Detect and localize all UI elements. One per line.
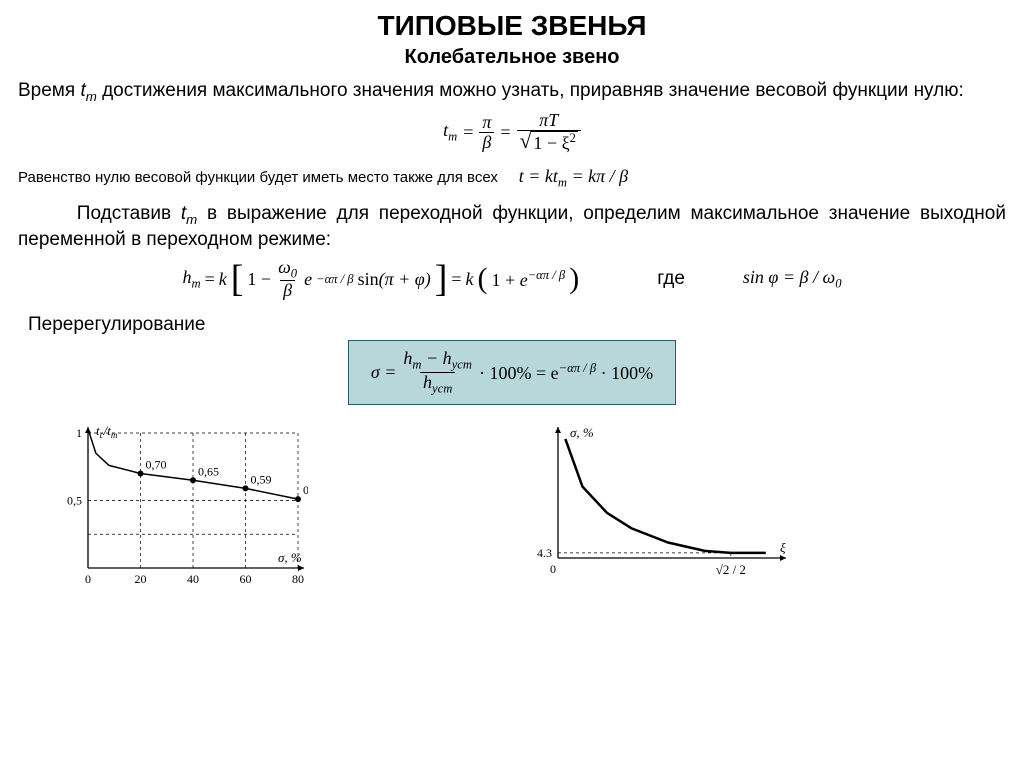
hm-k1: k	[219, 269, 227, 290]
hm-k2: k	[466, 269, 474, 290]
chart-1-wrap: 0,700,650,590,510204060800,51tc/tmσ, %	[38, 423, 308, 598]
eq1-eq2: =	[500, 122, 510, 143]
overshoot-label: Перерегулирование	[18, 314, 1006, 336]
svg-text:20: 20	[135, 572, 147, 586]
e1-exp: −απ / β	[316, 272, 354, 287]
svg-text:tc/tm: tc/tm	[96, 423, 118, 440]
para1-post: достижения максимального значения можно …	[97, 80, 964, 101]
svg-text:0,5: 0,5	[67, 494, 82, 508]
eq1-rad: 1 − ξ	[533, 133, 569, 153]
eq1-num2: πT	[536, 111, 561, 130]
chart-1: 0,700,650,590,510204060800,51tc/tmσ, %	[38, 423, 308, 593]
svg-text:40: 40	[187, 572, 199, 586]
sinphi: sin φ = β / ω	[743, 267, 835, 287]
eq2-a: t = kt	[519, 166, 558, 186]
tm-sub: m	[86, 89, 97, 104]
sigma-exp: −απ / β	[559, 361, 597, 375]
eq1-den1: β	[479, 132, 494, 152]
svg-text:1: 1	[76, 426, 82, 440]
equation-hm: hm = k [ 1 − ω0 β e−απ / β sin(π + φ) ] …	[18, 258, 1006, 301]
sigma-num-b-sub: уст	[452, 358, 472, 372]
chart-2-wrap: 4.3 √2 / 2 0 σ, % ξ	[518, 423, 798, 598]
svg-text:σ, %: σ, %	[278, 550, 302, 565]
overshoot-formula-box: σ = hm − hуст hуст · 100% = e−απ / β · 1…	[348, 340, 676, 405]
svg-text:σ, %: σ, %	[570, 425, 594, 440]
para3-pre: Подставив	[77, 203, 181, 224]
eq2-tail: = kπ / β	[567, 166, 628, 186]
sqrt-radical-icon: √	[520, 131, 532, 153]
sigma-pct: · 100% = e	[479, 363, 559, 383]
para1-pre: Время	[18, 80, 80, 101]
svg-text:0,51: 0,51	[303, 483, 308, 497]
sigma-tail: · 100%	[596, 363, 653, 383]
chart-2: 4.3 √2 / 2 0 σ, % ξ	[518, 423, 798, 583]
eq1-num1: π	[479, 113, 494, 132]
paragraph-2: Равенство нулю весовой функции будет име…	[18, 165, 1006, 191]
sin: sin	[358, 269, 379, 289]
para2-text: Равенство нулю весовой функции будет име…	[18, 169, 498, 186]
sin-arg: (π + φ)	[379, 269, 431, 289]
eq1-rad-sup: 2	[570, 131, 576, 145]
gde-label: где	[657, 268, 685, 290]
svg-text:80: 80	[292, 572, 304, 586]
main-title: ТИПОВЫЕ ЗВЕНЬЯ	[18, 10, 1006, 42]
eq1-lhs-sub: m	[448, 130, 457, 144]
sigma-den-sub: уст	[432, 382, 452, 396]
paragraph-3: Подставив tm в выражение для переходной …	[18, 202, 1006, 252]
e1: e	[304, 269, 312, 290]
omega0: ω	[278, 257, 291, 277]
svg-text:√2 / 2: √2 / 2	[716, 562, 746, 577]
svg-text:60: 60	[240, 572, 252, 586]
svg-text:0,65: 0,65	[198, 464, 219, 478]
e2-exp: −απ / β	[528, 268, 566, 282]
omega0-sub: 0	[291, 266, 297, 280]
sigma-num-minus: − h	[422, 348, 452, 368]
sinphi-sub: 0	[835, 276, 841, 290]
sigma: σ =	[371, 362, 397, 383]
eq2-sub: m	[558, 176, 567, 190]
equation-tm: tm = π β = πT √1 − ξ2	[18, 111, 1006, 153]
svg-text:0: 0	[550, 562, 556, 576]
beta-den: β	[280, 280, 295, 300]
svg-text:0: 0	[85, 572, 91, 586]
svg-text:0,59: 0,59	[251, 472, 272, 486]
svg-text:4.3: 4.3	[537, 546, 552, 560]
svg-text:0,70: 0,70	[146, 458, 167, 472]
paragraph-1: Время tm достижения максимального значен…	[18, 79, 1006, 105]
sigma-den: h	[423, 372, 432, 392]
tm-sub-2: m	[186, 211, 197, 226]
eq1-eq1: =	[463, 122, 473, 143]
sigma-num-a-sub: m	[412, 358, 421, 372]
e2: e	[520, 270, 528, 290]
subtitle: Колебательное звено	[18, 46, 1006, 69]
hm-sub: m	[191, 276, 200, 290]
svg-text:ξ: ξ	[780, 540, 786, 555]
